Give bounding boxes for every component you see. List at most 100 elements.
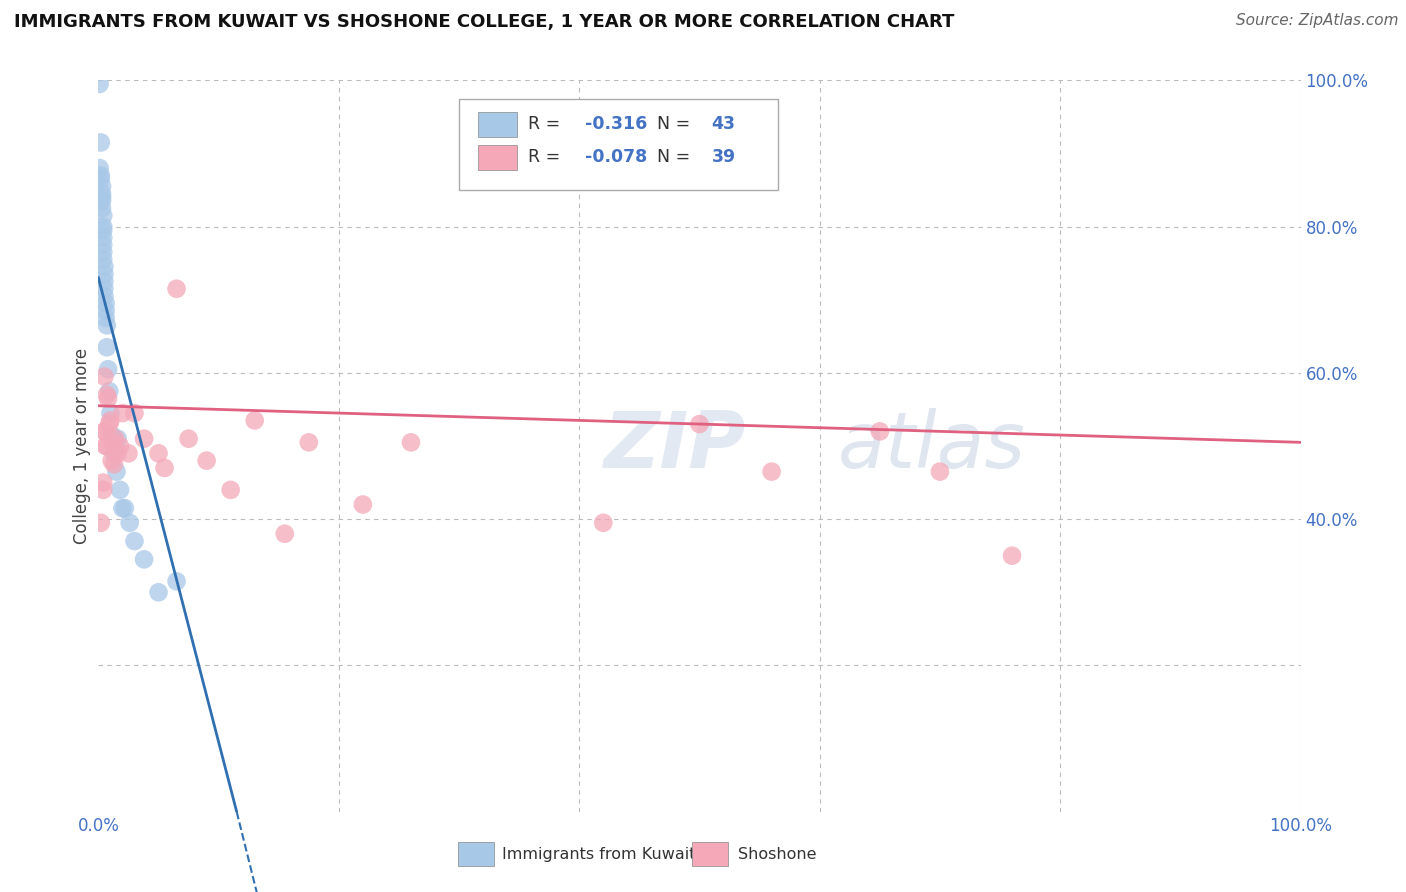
FancyBboxPatch shape bbox=[458, 842, 494, 866]
Point bbox=[117, 446, 139, 460]
Text: Immigrants from Kuwait: Immigrants from Kuwait bbox=[502, 847, 696, 862]
Point bbox=[118, 516, 141, 530]
Point bbox=[93, 282, 115, 296]
Y-axis label: College, 1 year or more: College, 1 year or more bbox=[73, 348, 91, 544]
Point bbox=[90, 136, 112, 150]
FancyBboxPatch shape bbox=[478, 145, 517, 169]
FancyBboxPatch shape bbox=[478, 112, 517, 136]
Text: N =: N = bbox=[658, 115, 696, 133]
Text: 43: 43 bbox=[711, 115, 735, 133]
Point bbox=[166, 574, 188, 589]
Point bbox=[91, 475, 114, 490]
Point bbox=[96, 318, 118, 333]
Point bbox=[111, 406, 134, 420]
Point bbox=[104, 432, 127, 446]
Point bbox=[124, 406, 146, 420]
Point bbox=[124, 534, 146, 549]
Point bbox=[98, 384, 121, 399]
Text: R =: R = bbox=[527, 115, 565, 133]
Point bbox=[105, 465, 128, 479]
Point bbox=[89, 161, 111, 175]
Point bbox=[91, 209, 114, 223]
Text: R =: R = bbox=[527, 148, 565, 166]
Point bbox=[928, 465, 950, 479]
Text: ZIP: ZIP bbox=[603, 408, 745, 484]
Point bbox=[1001, 549, 1024, 563]
Text: N =: N = bbox=[658, 148, 696, 166]
Point bbox=[91, 190, 114, 204]
Point bbox=[148, 446, 170, 460]
Point bbox=[869, 425, 891, 439]
Point bbox=[91, 252, 114, 267]
Point bbox=[96, 388, 118, 402]
Point bbox=[100, 453, 122, 467]
Point bbox=[100, 406, 122, 420]
Point bbox=[177, 432, 200, 446]
Point bbox=[195, 453, 218, 467]
Point bbox=[761, 465, 783, 479]
Point bbox=[352, 498, 374, 512]
Point bbox=[94, 425, 117, 439]
Point bbox=[108, 483, 131, 497]
Point bbox=[274, 526, 297, 541]
FancyBboxPatch shape bbox=[692, 842, 728, 866]
Point bbox=[93, 267, 115, 281]
Text: Source: ZipAtlas.com: Source: ZipAtlas.com bbox=[1236, 13, 1399, 29]
Point bbox=[93, 275, 115, 289]
Point bbox=[108, 439, 131, 453]
Point bbox=[96, 340, 118, 354]
Point bbox=[100, 428, 122, 442]
Point bbox=[91, 230, 114, 244]
Point bbox=[689, 417, 711, 431]
Point bbox=[97, 362, 120, 376]
Point bbox=[148, 585, 170, 599]
Point bbox=[132, 432, 155, 446]
Point bbox=[89, 77, 111, 91]
Point bbox=[103, 458, 125, 472]
Point bbox=[107, 432, 129, 446]
Point bbox=[93, 260, 115, 274]
Point bbox=[153, 461, 176, 475]
Point bbox=[94, 439, 117, 453]
Point bbox=[90, 516, 112, 530]
Point bbox=[94, 303, 117, 318]
Point bbox=[91, 179, 114, 194]
Point bbox=[298, 435, 321, 450]
Point bbox=[91, 245, 114, 260]
Point bbox=[91, 186, 114, 201]
Text: -0.316: -0.316 bbox=[585, 115, 648, 133]
Point bbox=[90, 169, 112, 183]
Point bbox=[91, 194, 114, 208]
Point bbox=[91, 483, 114, 497]
Point bbox=[103, 446, 125, 460]
Point bbox=[107, 446, 129, 460]
Text: atlas: atlas bbox=[838, 408, 1025, 484]
Point bbox=[97, 392, 120, 406]
Point bbox=[111, 501, 134, 516]
FancyBboxPatch shape bbox=[458, 99, 778, 190]
Point bbox=[101, 435, 124, 450]
Point bbox=[93, 289, 115, 303]
Point bbox=[132, 552, 155, 566]
Point bbox=[90, 172, 112, 186]
Text: 39: 39 bbox=[711, 148, 735, 166]
Point bbox=[91, 202, 114, 216]
Point bbox=[93, 425, 115, 439]
Point bbox=[94, 296, 117, 310]
Point bbox=[592, 516, 614, 530]
Point bbox=[91, 219, 114, 234]
Point bbox=[94, 311, 117, 326]
Point bbox=[100, 413, 122, 427]
Point bbox=[399, 435, 422, 450]
Point bbox=[91, 238, 114, 252]
Text: IMMIGRANTS FROM KUWAIT VS SHOSHONE COLLEGE, 1 YEAR OR MORE CORRELATION CHART: IMMIGRANTS FROM KUWAIT VS SHOSHONE COLLE… bbox=[14, 13, 955, 31]
Point bbox=[243, 413, 266, 427]
Point bbox=[166, 282, 188, 296]
Text: Shoshone: Shoshone bbox=[738, 847, 817, 862]
Point bbox=[91, 223, 114, 237]
Point bbox=[219, 483, 242, 497]
Point bbox=[101, 432, 124, 446]
Point bbox=[96, 439, 118, 453]
Point bbox=[98, 417, 121, 431]
Text: -0.078: -0.078 bbox=[585, 148, 648, 166]
